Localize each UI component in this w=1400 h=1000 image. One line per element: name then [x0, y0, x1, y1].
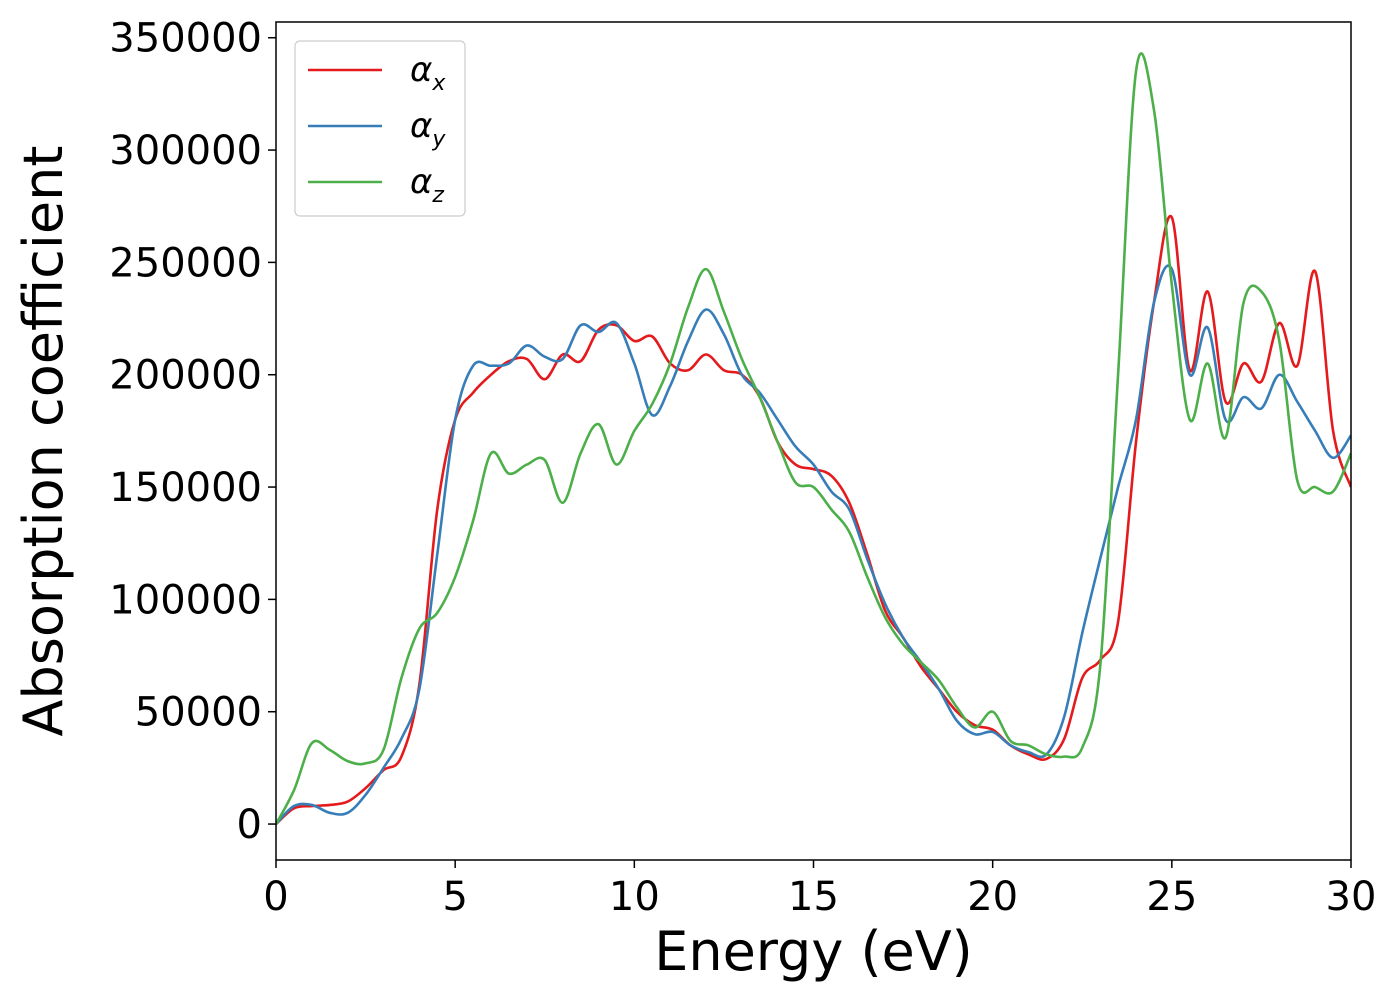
x-tick-label: 0	[263, 874, 288, 920]
series-line-alpha-y	[276, 264, 1351, 825]
plot-lines	[276, 52, 1351, 826]
y-axis-ticks: 0 50000 100000 150000 200000 250000 300000 3500…	[109, 16, 276, 848]
y-tick-label: 0	[237, 802, 262, 848]
x-tick-label: 30	[1326, 874, 1377, 920]
y-tick-label: 150000	[109, 465, 262, 511]
x-axis-ticks: 0 5 10 15 20 25 30	[263, 860, 1376, 920]
y-axis-label: Absorption coefficient	[12, 146, 75, 737]
x-tick-label: 25	[1146, 874, 1197, 920]
x-tick-label: 5	[442, 874, 467, 920]
x-tick-label: 10	[609, 874, 660, 920]
legend-box	[294, 40, 466, 217]
x-tick-label: 15	[788, 874, 839, 920]
y-tick-label: 300000	[109, 128, 262, 174]
y-tick-label: 100000	[109, 577, 262, 623]
y-tick-label: 250000	[109, 240, 262, 286]
y-tick-label: 200000	[109, 353, 262, 399]
y-tick-label: 350000	[109, 16, 262, 62]
series-line-alpha-z	[276, 52, 1351, 825]
y-tick-label: 50000	[135, 690, 262, 736]
series-line-alpha-x	[276, 214, 1351, 826]
x-axis-label: Energy (eV)	[654, 920, 973, 983]
x-tick-label: 20	[967, 874, 1018, 920]
